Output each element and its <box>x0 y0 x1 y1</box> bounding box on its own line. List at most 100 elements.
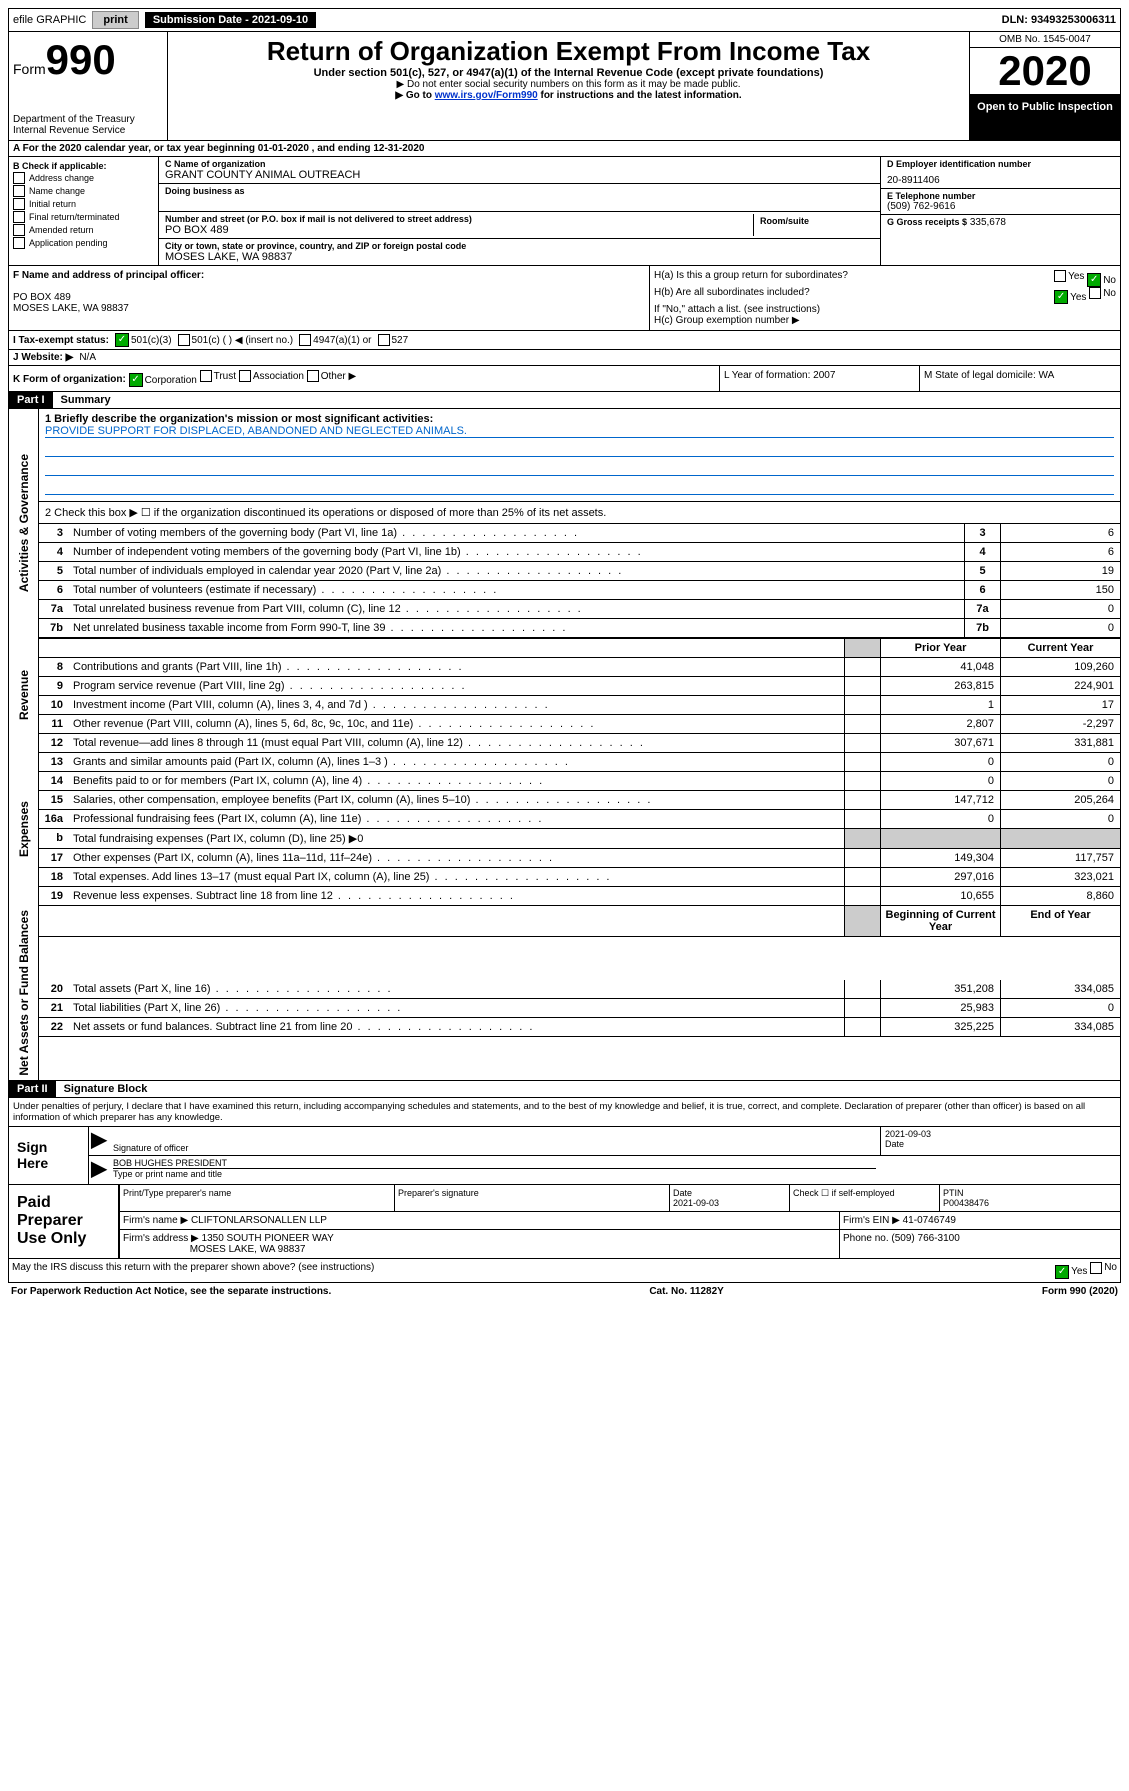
firm-ein: 41-0746749 <box>903 1215 956 1226</box>
cb-501c3[interactable]: ✓ 501(c)(3) <box>115 333 172 347</box>
sig-arrow-icon: ▶ <box>89 1127 109 1155</box>
mission-block: 1 Briefly describe the organization's mi… <box>39 409 1120 502</box>
row-klm: K Form of organization: ✓ Corporation Tr… <box>8 366 1121 392</box>
exp-lines: 13 Grants and similar amounts paid (Part… <box>39 753 1120 906</box>
discuss-no[interactable]: No <box>1090 1262 1117 1274</box>
table-row: 7b Net unrelated business taxable income… <box>39 619 1120 638</box>
ha-yes[interactable]: Yes <box>1054 270 1084 282</box>
ptin-val: P00438476 <box>943 1198 989 1208</box>
table-row: 20 Total assets (Part X, line 16) 351,20… <box>39 980 1120 999</box>
part2-header: Part II Signature Block <box>8 1081 1121 1098</box>
table-row: b Total fundraising expenses (Part IX, c… <box>39 829 1120 849</box>
cb-trust[interactable]: Trust <box>200 370 236 382</box>
dba-label: Doing business as <box>165 186 874 196</box>
part1-header: Part I Summary <box>8 392 1121 409</box>
table-row: 15 Salaries, other compensation, employe… <box>39 791 1120 810</box>
table-row: 14 Benefits paid to or for members (Part… <box>39 772 1120 791</box>
col-de: D Employer identification number 20-8911… <box>880 157 1120 265</box>
line2-block: 2 Check this box ▶ ☐ if the organization… <box>39 502 1120 524</box>
row-i-tax-status: I Tax-exempt status: ✓ 501(c)(3) 501(c) … <box>8 331 1121 350</box>
side-net: Net Assets or Fund Balances <box>9 906 39 1080</box>
addr-label: Number and street (or P.O. box if mail i… <box>165 214 753 224</box>
cb-527[interactable]: 527 <box>378 334 409 346</box>
prep-name-label: Print/Type preparer's name <box>120 1185 395 1211</box>
col-current: Current Year <box>1000 639 1120 657</box>
col-f-officer: F Name and address of principal officer:… <box>9 266 650 330</box>
table-row: 17 Other expenses (Part IX, column (A), … <box>39 849 1120 868</box>
gross-label: G Gross receipts $ <box>887 217 967 227</box>
net-header: Beginning of Current Year End of Year <box>39 906 1120 980</box>
officer-group-row: F Name and address of principal officer:… <box>8 266 1121 331</box>
city-val: MOSES LAKE, WA 98837 <box>165 251 874 263</box>
note-link: ▶ Go to www.irs.gov/Form990 for instruct… <box>172 90 965 101</box>
cb-initial-return[interactable]: Initial return <box>13 198 154 210</box>
cb-name-change[interactable]: Name change <box>13 185 154 197</box>
ptin-label: PTIN <box>943 1188 964 1198</box>
firm-addr2: MOSES LAKE, WA 98837 <box>190 1244 306 1255</box>
line1-label: 1 Briefly describe the organization's mi… <box>45 413 433 425</box>
table-row: 21 Total liabilities (Part X, line 26) 2… <box>39 999 1120 1018</box>
col-c-org: C Name of organization GRANT COUNTY ANIM… <box>159 157 880 265</box>
type-name-label: Type or print name and title <box>113 1169 876 1179</box>
discuss-text: May the IRS discuss this return with the… <box>12 1262 374 1279</box>
table-row: 7a Total unrelated business revenue from… <box>39 600 1120 619</box>
cb-application[interactable]: Application pending <box>13 237 154 249</box>
table-row: 4 Number of independent voting members o… <box>39 543 1120 562</box>
efile-label: efile GRAPHIC <box>13 14 86 26</box>
print-button[interactable]: print <box>92 11 138 29</box>
cb-address-change[interactable]: Address change <box>13 172 154 184</box>
paid-preparer-section: Paid Preparer Use Only Print/Type prepar… <box>8 1185 1121 1259</box>
note-link-pre: ▶ Go to <box>395 90 434 101</box>
cb-assoc[interactable]: Association <box>239 370 304 382</box>
hb-yes[interactable]: ✓Yes <box>1054 290 1086 304</box>
part2-title: Signature Block <box>56 1081 156 1097</box>
table-row: 16a Professional fundraising fees (Part … <box>39 810 1120 829</box>
tel-label: E Telephone number <box>887 191 1114 201</box>
hb-label: H(b) Are all subordinates included? <box>654 287 810 304</box>
table-row: 13 Grants and similar amounts paid (Part… <box>39 753 1120 772</box>
hc-label: H(c) Group exemption number ▶ <box>654 315 1116 326</box>
firm-name: CLIFTONLARSONALLEN LLP <box>191 1215 327 1226</box>
part1-table: Activities & Governance 1 Briefly descri… <box>8 409 1121 1081</box>
part2-label: Part II <box>9 1081 56 1097</box>
hb-no[interactable]: No <box>1089 287 1116 299</box>
cb-final-return[interactable]: Final return/terminated <box>13 211 154 223</box>
table-row: 19 Revenue less expenses. Subtract line … <box>39 887 1120 906</box>
ha-no[interactable]: ✓No <box>1087 273 1116 287</box>
part1-label: Part I <box>9 392 53 408</box>
table-row: 10 Investment income (Part VIII, column … <box>39 696 1120 715</box>
dba-input[interactable] <box>165 196 878 209</box>
table-row: 18 Total expenses. Add lines 13–17 (must… <box>39 868 1120 887</box>
subtitle: Under section 501(c), 527, or 4947(a)(1)… <box>172 67 965 79</box>
prep-sig-label: Preparer's signature <box>395 1185 670 1211</box>
part1-title: Summary <box>53 392 119 408</box>
gov-lines: 3 Number of voting members of the govern… <box>39 524 1120 638</box>
cb-amended[interactable]: Amended return <box>13 224 154 236</box>
j-val: N/A <box>79 352 96 363</box>
dept-label: Department of the Treasury Internal Reve… <box>13 114 163 136</box>
row-j-website: J Website: ▶ N/A <box>8 350 1121 366</box>
cb-501c[interactable]: 501(c) ( ) ◀ (insert no.) <box>178 334 294 346</box>
discuss-yes[interactable]: ✓ Yes <box>1055 1265 1087 1279</box>
officer-name: BOB HUGHES PRESIDENT <box>113 1158 876 1169</box>
sig-date-label: Date <box>885 1139 1116 1149</box>
row-k: K Form of organization: ✓ Corporation Tr… <box>9 366 720 391</box>
table-row: 22 Net assets or fund balances. Subtract… <box>39 1018 1120 1037</box>
header-right: OMB No. 1545-0047 2020 Open to Public In… <box>969 32 1120 140</box>
mission-text: PROVIDE SUPPORT FOR DISPLACED, ABANDONED… <box>45 425 1114 438</box>
self-emp-check[interactable]: Check ☐ if self-employed <box>790 1185 940 1211</box>
org-name-label: C Name of organization <box>165 159 874 169</box>
firm-name-label: Firm's name ▶ <box>123 1215 188 1226</box>
irs-discuss-row: May the IRS discuss this return with the… <box>8 1259 1121 1283</box>
col-end: End of Year <box>1000 906 1120 936</box>
irs-link[interactable]: www.irs.gov/Form990 <box>435 90 538 101</box>
cb-corp[interactable]: ✓ Corporation <box>129 373 197 387</box>
cb-4947[interactable]: 4947(a)(1) or <box>299 334 371 346</box>
form-label: Form <box>13 61 46 77</box>
j-label: J Website: ▶ <box>13 352 73 363</box>
officer-addr2: MOSES LAKE, WA 98837 <box>13 303 129 314</box>
cb-other[interactable]: Other ▶ <box>307 370 356 382</box>
form-header: Form990 Department of the Treasury Inter… <box>8 32 1121 141</box>
tax-year: 2020 <box>970 48 1120 95</box>
org-info-grid: B Check if applicable: Address change Na… <box>8 157 1121 266</box>
